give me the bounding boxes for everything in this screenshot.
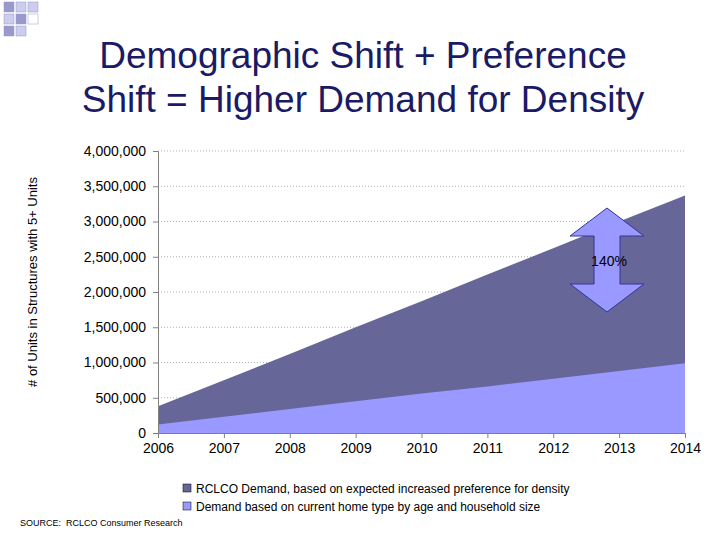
tick-mark — [158, 433, 159, 438]
legend-swatch — [183, 484, 191, 492]
tick-label: 1,000,000 — [84, 354, 146, 370]
tick-mark — [685, 433, 686, 438]
decoration-square — [28, 2, 38, 12]
source: SOURCE: RCLCO Consumer Research — [20, 518, 183, 528]
tick-mark — [290, 433, 291, 438]
decoration-square — [4, 26, 14, 36]
tick: 2,000,000 — [84, 284, 158, 300]
area — [158, 195, 685, 433]
annotation: 140% — [591, 253, 627, 269]
tick-label: 2006 — [143, 440, 174, 456]
tick-mark — [153, 151, 158, 152]
tick-mark — [153, 292, 158, 293]
tick-mark — [153, 257, 158, 258]
decoration-square — [28, 14, 38, 24]
tick-mark — [153, 363, 158, 364]
annotation-arrow — [570, 208, 644, 312]
tick: 2006 — [143, 433, 174, 456]
tick: 3,000,000 — [84, 213, 158, 229]
legend-label: RCLCO Demand, based on expected increase… — [196, 482, 570, 496]
tick: 0 — [138, 425, 158, 441]
x-axis: 2006 2007 2008 2009 2010 2011 2012 2013 2014 — [143, 433, 701, 456]
tick: 2,500,000 — [84, 249, 158, 265]
tick-label: 2009 — [341, 440, 372, 456]
tick-label: 2011 — [473, 440, 503, 456]
tick: 1,000,000 — [84, 354, 158, 370]
title-line: Shift = Higher Demand for Density — [82, 79, 645, 120]
tick-mark — [153, 327, 158, 328]
grid-line — [158, 186, 685, 187]
decoration-square — [4, 14, 14, 24]
area — [158, 363, 685, 433]
tick-label: 2012 — [538, 440, 569, 456]
tick-mark — [153, 398, 158, 399]
tick-mark — [553, 433, 554, 438]
axis-line — [153, 152, 159, 434]
tick-mark — [153, 433, 158, 434]
tick-mark — [619, 433, 620, 438]
tick-mark — [153, 186, 158, 187]
tick: 500,000 — [95, 390, 158, 406]
tick: 2008 — [275, 433, 306, 456]
tick-label: 2,500,000 — [84, 249, 146, 265]
tick-mark — [487, 433, 488, 438]
legend-label: Demand based on current home type by age… — [196, 500, 541, 514]
tick-label: 2014 — [670, 440, 701, 456]
tick: 2012 — [538, 433, 569, 456]
chart: Demographic Shift + PreferenceShift = Hi… — [0, 0, 720, 540]
decoration-square — [4, 2, 14, 12]
tick-label: 4,000,000 — [84, 143, 146, 159]
tick: 3,500,000 — [84, 178, 158, 194]
tick-label: 2013 — [604, 440, 635, 456]
y-axis: 0 500,000 1,000,000 1,500,000 2,000,000 2,500… — [84, 143, 159, 441]
tick-label: 1,500,000 — [84, 319, 146, 335]
tick-label: 2010 — [406, 440, 437, 456]
tick: 2007 — [209, 433, 240, 456]
decoration-square — [16, 26, 26, 36]
tick-mark — [153, 222, 158, 223]
grid — [158, 151, 685, 433]
plot-area — [158, 195, 685, 433]
title-line: Demographic Shift + Preference — [99, 35, 627, 76]
axis-line — [159, 434, 686, 439]
tick-label: 0 — [138, 425, 146, 441]
legend: RCLCO Demand, based on expected increase… — [183, 482, 570, 514]
tick-mark — [422, 433, 423, 438]
decoration — [4, 2, 38, 36]
tick: 2011 — [473, 433, 503, 456]
tick-label: 3,000,000 — [84, 213, 146, 229]
title: Demographic Shift + PreferenceShift = Hi… — [82, 35, 645, 120]
tick: 2009 — [341, 433, 372, 456]
tick: 2014 — [670, 433, 701, 456]
tick-label: 500,000 — [95, 390, 146, 406]
tick-label: 2,000,000 — [84, 284, 146, 300]
tick-label: 2008 — [275, 440, 306, 456]
tick-mark — [356, 433, 357, 438]
decoration-square — [16, 14, 26, 24]
tick: 2010 — [406, 433, 437, 456]
y-axis-title: # of Units in Structures with 5+ Units — [25, 177, 40, 387]
tick-label: 2007 — [209, 440, 240, 456]
tick: 4,000,000 — [84, 143, 158, 159]
tick-mark — [224, 433, 225, 438]
tick: 1,500,000 — [84, 319, 158, 335]
decoration-square — [16, 2, 26, 12]
grid-line — [158, 151, 685, 152]
legend-swatch — [183, 502, 191, 510]
tick: 2013 — [604, 433, 635, 456]
tick-label: 3,500,000 — [84, 178, 146, 194]
